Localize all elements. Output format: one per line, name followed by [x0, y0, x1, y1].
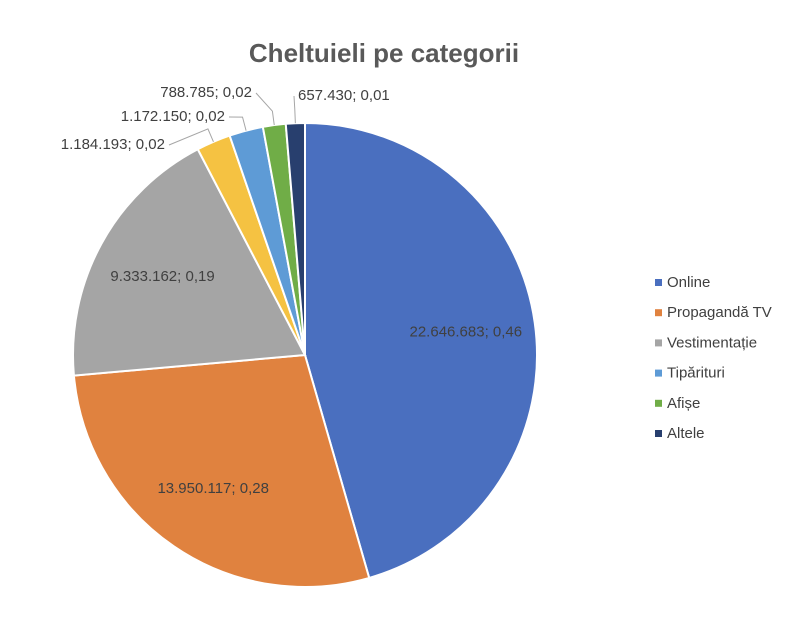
pie-slice: [284, 121, 306, 356]
pie-slice: [72, 147, 307, 377]
data-label: 1.184.193; 0,02: [61, 136, 165, 153]
chart-title: Cheltuieli pe categorii: [249, 38, 519, 68]
data-label: 1.172.150; 0,02: [121, 108, 225, 125]
data-label: 22.646.683; 0,46: [410, 323, 523, 340]
pie-slice: [304, 121, 538, 580]
legend-swatch: [655, 339, 662, 347]
pie-slice: [72, 353, 371, 588]
legend-swatch: [655, 369, 662, 377]
leader-line: [255, 92, 275, 126]
legend-swatch: [655, 279, 662, 286]
legend-label: Tipărituri: [667, 365, 725, 382]
leader-line: [168, 128, 214, 146]
data-label: 13.950.117; 0,28: [157, 480, 269, 497]
data-label: 788.785; 0,02: [160, 84, 252, 101]
leader-line: [293, 95, 296, 124]
data-label: 9.333.162; 0,19: [110, 268, 214, 285]
legend-swatch: [655, 309, 662, 317]
legend-label: Afișe: [667, 395, 700, 412]
legend-label: Propagandă TV: [667, 304, 772, 321]
legend-label: Online: [667, 274, 710, 291]
data-label: 657.430; 0,01: [298, 87, 390, 104]
legend-swatch: [655, 430, 662, 437]
legend-label: Altele: [667, 425, 705, 442]
legend-swatch: [655, 399, 662, 407]
leader-line: [228, 116, 247, 131]
legend-label: Vestimentație: [667, 334, 757, 351]
